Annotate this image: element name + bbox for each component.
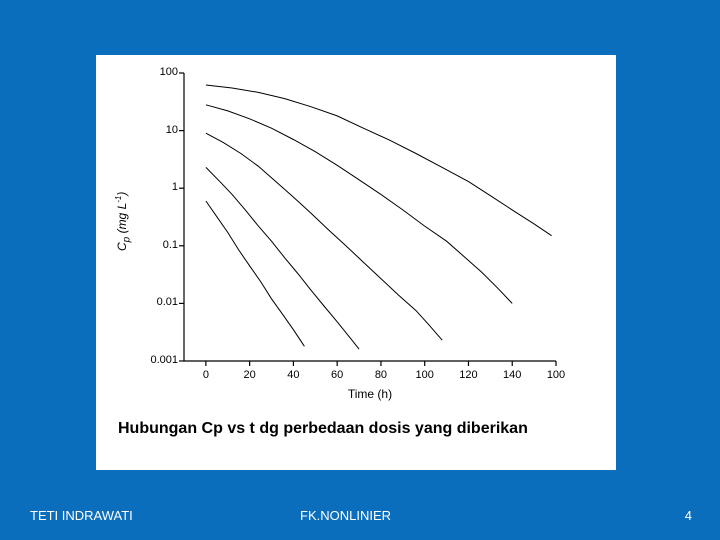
x-tick-label: 140 xyxy=(498,369,526,381)
x-tick-label: 120 xyxy=(454,369,482,381)
y-axis-label: Cp (mg L-1) xyxy=(114,192,132,251)
y-tick-label: 1 xyxy=(132,181,178,193)
x-tick-label: 100 xyxy=(542,369,570,381)
series-line xyxy=(206,167,359,349)
y-tick-label: 0.001 xyxy=(132,354,178,366)
x-tick-label: 100 xyxy=(411,369,439,381)
y-tick-label: 100 xyxy=(132,66,178,78)
slide: Cp (mg L-1) Time (h) 0.001 0.01 0.1 1 10 100 0… xyxy=(0,0,720,540)
x-tick-label: 80 xyxy=(367,369,395,381)
footer-author: TETI INDRAWATI xyxy=(30,508,133,523)
y-tick-label: 0.01 xyxy=(132,296,178,308)
y-tick-label: 0.1 xyxy=(132,239,178,251)
series-line xyxy=(206,85,552,236)
series-line xyxy=(206,105,512,304)
x-tick-label: 0 xyxy=(192,369,220,381)
x-tick-label: 20 xyxy=(236,369,264,381)
y-tick-label: 10 xyxy=(132,124,178,136)
x-axis-label: Time (h) xyxy=(184,387,556,401)
content-box: Cp (mg L-1) Time (h) 0.001 0.01 0.1 1 10 100 0… xyxy=(96,55,616,470)
chart: Cp (mg L-1) Time (h) 0.001 0.01 0.1 1 10 100 0… xyxy=(96,55,616,410)
chart-caption: Hubungan Cp vs t dg perbedaan dosis yang… xyxy=(118,420,528,438)
x-tick-label: 60 xyxy=(323,369,351,381)
footer-title: FK.NONLINIER xyxy=(300,508,391,523)
series-line xyxy=(206,133,442,340)
x-tick-label: 40 xyxy=(279,369,307,381)
footer-page-number: 4 xyxy=(685,508,692,523)
